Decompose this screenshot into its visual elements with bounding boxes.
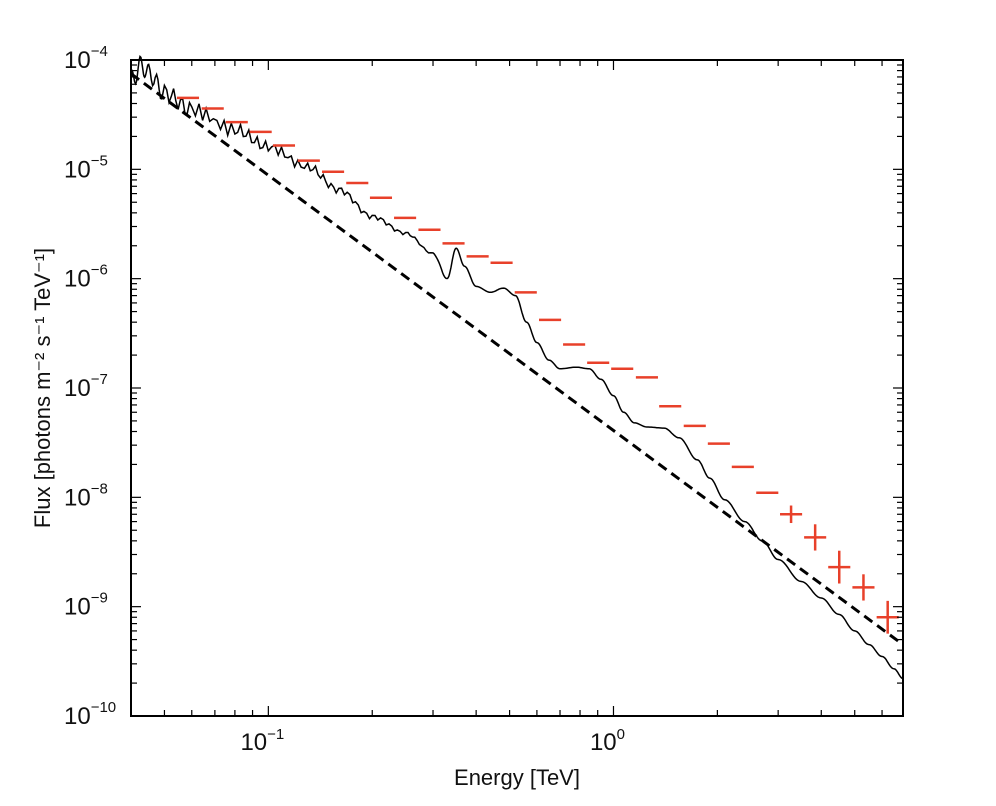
- y-tick-label: 10−9: [64, 590, 108, 621]
- series-layer: [130, 55, 904, 680]
- model-curve: [130, 55, 904, 680]
- y-tick-label: 10−5: [64, 152, 108, 183]
- axis-ticks: 10−1 100 10−4 10−5 10−6 10−7 10−8 10−9 10−10: [64, 43, 903, 756]
- y-tick-label: 10−8: [64, 480, 108, 511]
- y-tick-label: 10−6: [64, 262, 108, 293]
- power-law-fit-line: [130, 72, 904, 646]
- x-axis-label: Energy [TeV]: [454, 765, 580, 790]
- x-tick-label: 10−1: [240, 726, 284, 756]
- y-axis-label: Flux [photons m⁻² s⁻¹ TeV⁻¹]: [30, 248, 55, 528]
- x-tick-label: 100: [590, 726, 625, 756]
- y-tick-label: 10−10: [64, 699, 116, 730]
- y-tick-label: 10−4: [64, 43, 108, 74]
- y-tick-label: 10−7: [64, 371, 108, 402]
